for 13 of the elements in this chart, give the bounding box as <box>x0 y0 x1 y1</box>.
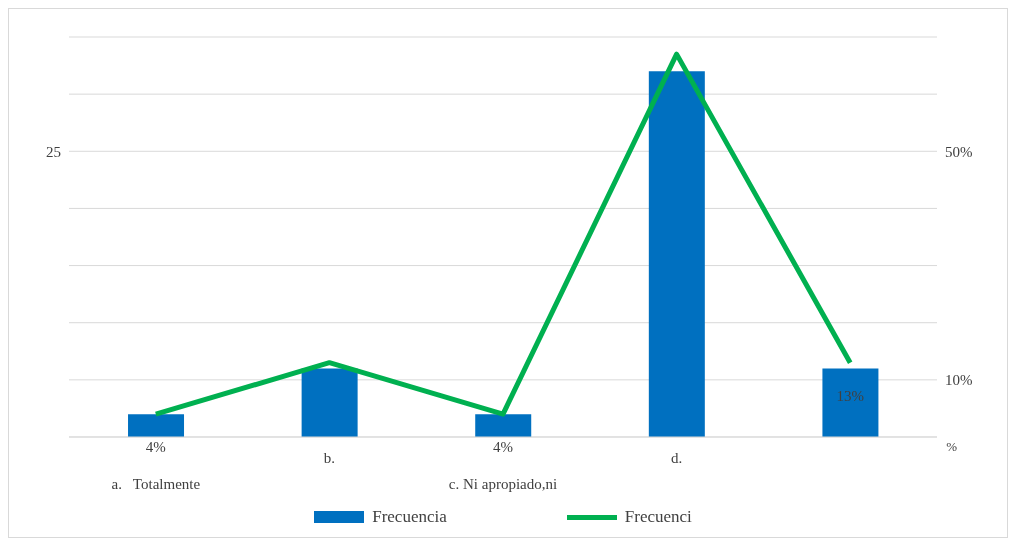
y2-tick-label: 10% <box>945 372 973 389</box>
x-tick-label: a. Totalmente <box>111 476 201 492</box>
data-label: 4% <box>493 439 513 456</box>
y2-tick-label: 50% <box>945 143 973 160</box>
text: % <box>946 439 957 455</box>
y-tick-label: 25 <box>46 143 61 160</box>
legend-label: Frecuenci <box>624 507 692 527</box>
x-tick-label: d. <box>670 450 683 466</box>
x-tick-label: c. Ni apropiado,ni <box>448 476 558 492</box>
data-label: 4% <box>145 439 166 456</box>
legend-label: Frecuencia <box>372 507 447 527</box>
data-label: 13% <box>836 387 864 404</box>
x-tick-label: b. <box>323 450 336 466</box>
